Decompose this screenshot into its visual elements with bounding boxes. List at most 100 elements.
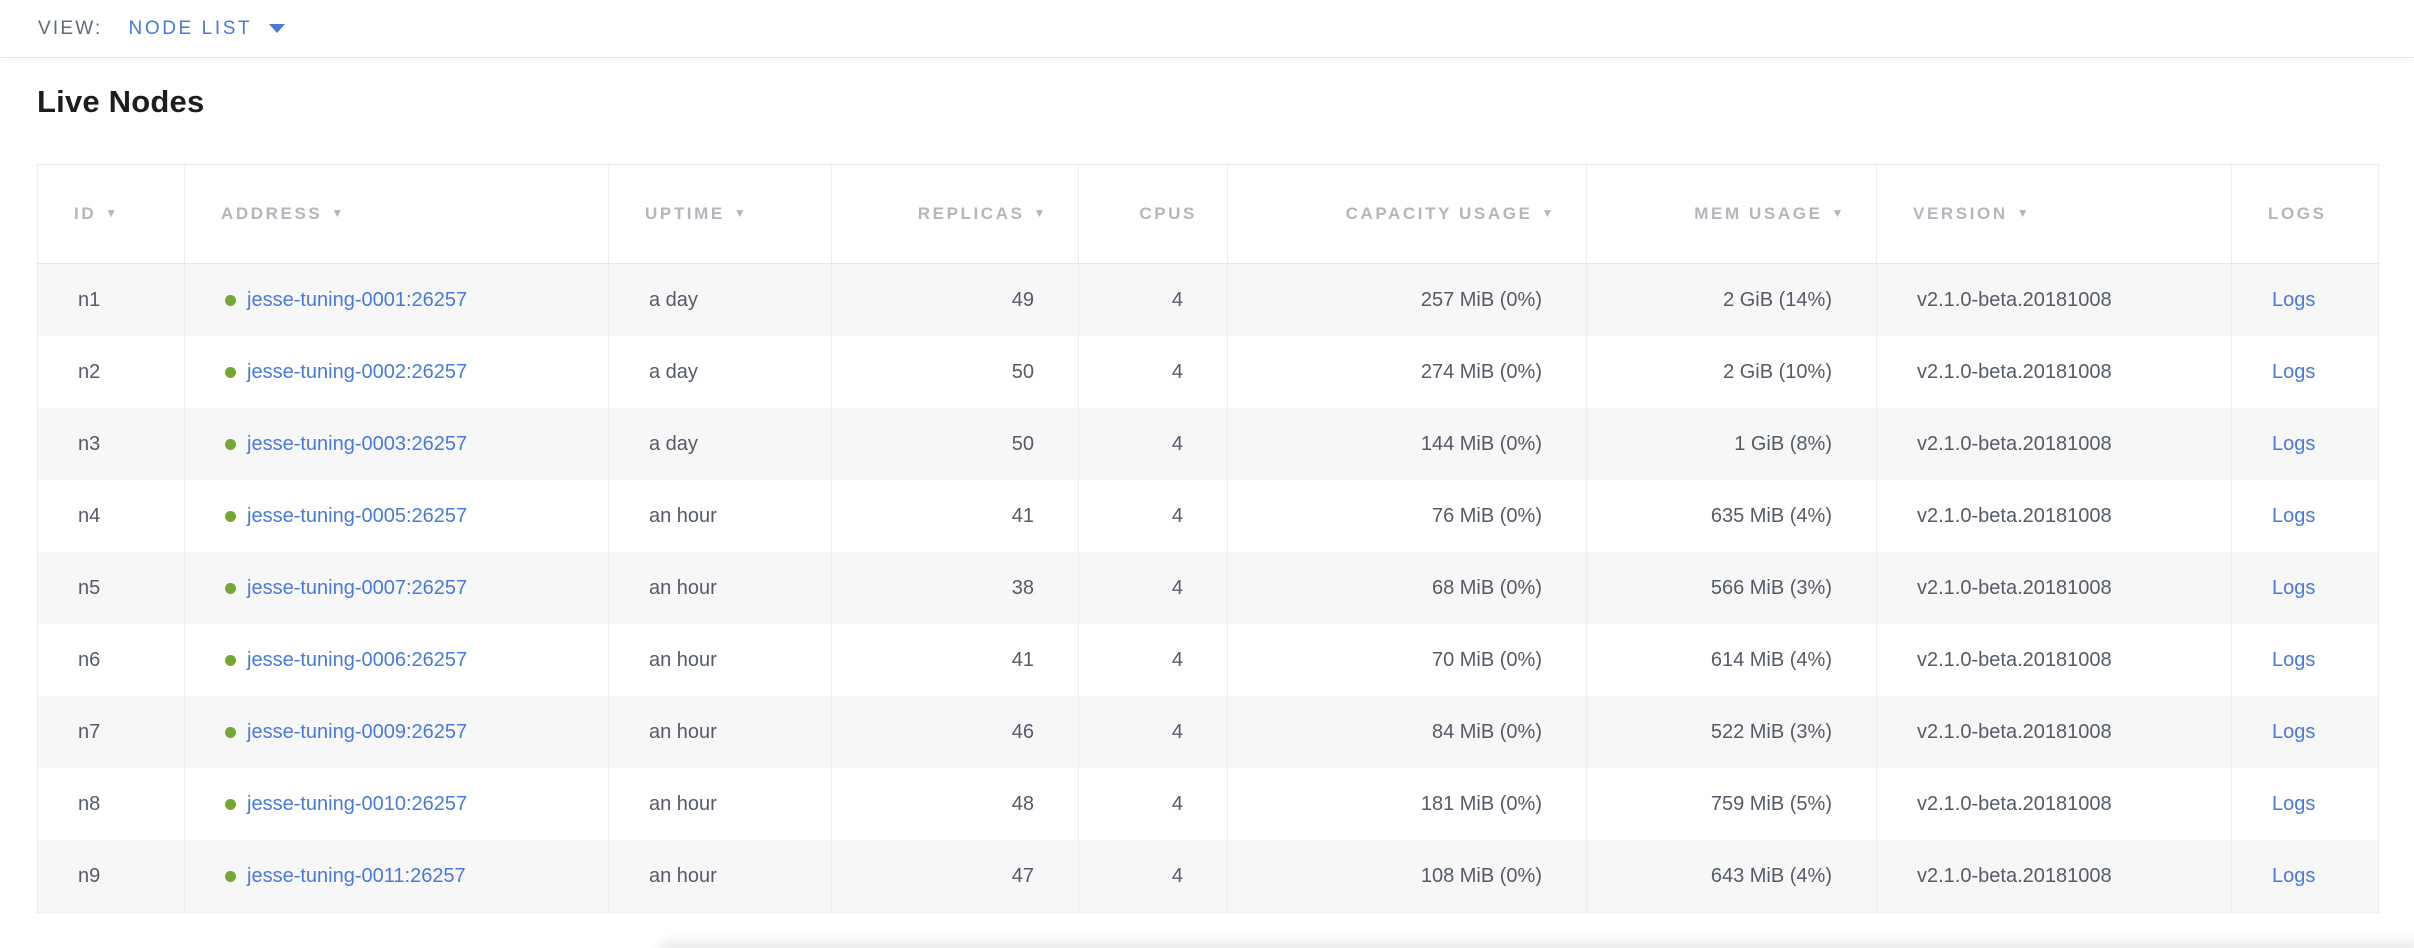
cell-replicas: 46 [832, 696, 1079, 768]
sort-descending-icon: ▼ [105, 206, 119, 220]
node-address-link[interactable]: jesse-tuning-0003:26257 [247, 433, 467, 455]
view-selector-bar: VIEW: NODE LIST [0, 0, 2414, 58]
cell-logs: Logs [2232, 768, 2379, 840]
column-header-capacity_usage[interactable]: CAPACITY USAGE▼ [1228, 164, 1587, 264]
cell-address: jesse-tuning-0007:26257 [185, 552, 609, 624]
node-address-link[interactable]: jesse-tuning-0007:26257 [247, 577, 467, 599]
column-header-replicas[interactable]: REPLICAS▼ [832, 164, 1079, 264]
cell-logs: Logs [2232, 624, 2379, 696]
cell-mem_usage: 635 MiB (4%) [1587, 480, 1877, 552]
live-nodes-table: ID▼ADDRESS▼UPTIME▼REPLICAS▼CPUSCAPACITY … [37, 164, 2379, 913]
cell-uptime: an hour [609, 696, 832, 768]
table-body: n1jesse-tuning-0001:26257a day494257 MiB… [37, 264, 2379, 913]
cell-version: v2.1.0-beta.20181008 [1877, 336, 2232, 408]
cell-replicas: 49 [832, 264, 1079, 336]
cell-address: jesse-tuning-0011:26257 [185, 840, 609, 913]
cell-id: n6 [37, 624, 185, 696]
table-row: n5jesse-tuning-0007:26257an hour38468 Mi… [37, 552, 2379, 624]
cell-uptime: an hour [609, 624, 832, 696]
cell-version: v2.1.0-beta.20181008 [1877, 264, 2232, 336]
cell-address: jesse-tuning-0005:26257 [185, 480, 609, 552]
cell-cpus: 4 [1079, 408, 1228, 480]
node-address-link[interactable]: jesse-tuning-0010:26257 [247, 793, 467, 815]
node-logs-link[interactable]: Logs [2272, 865, 2315, 887]
node-logs-link[interactable]: Logs [2272, 577, 2315, 599]
cell-mem_usage: 643 MiB (4%) [1587, 840, 1877, 913]
column-header-mem_usage[interactable]: MEM USAGE▼ [1587, 164, 1877, 264]
cell-version: v2.1.0-beta.20181008 [1877, 696, 2232, 768]
cell-address: jesse-tuning-0006:26257 [185, 624, 609, 696]
cell-replicas: 47 [832, 840, 1079, 913]
node-logs-link[interactable]: Logs [2272, 433, 2315, 455]
view-dropdown-value[interactable]: NODE LIST [129, 18, 253, 40]
cell-replicas: 50 [832, 336, 1079, 408]
node-address-link[interactable]: jesse-tuning-0001:26257 [247, 289, 467, 311]
node-address-link[interactable]: jesse-tuning-0009:26257 [247, 721, 467, 743]
node-logs-link[interactable]: Logs [2272, 649, 2315, 671]
cell-mem_usage: 2 GiB (14%) [1587, 264, 1877, 336]
node-address-link[interactable]: jesse-tuning-0005:26257 [247, 505, 467, 527]
cell-replicas: 41 [832, 624, 1079, 696]
cell-capacity_usage: 108 MiB (0%) [1228, 840, 1587, 913]
cell-uptime: a day [609, 336, 832, 408]
column-header-uptime[interactable]: UPTIME▼ [609, 164, 832, 264]
cell-capacity_usage: 68 MiB (0%) [1228, 552, 1587, 624]
cell-mem_usage: 614 MiB (4%) [1587, 624, 1877, 696]
node-logs-link[interactable]: Logs [2272, 505, 2315, 527]
cell-cpus: 4 [1079, 552, 1228, 624]
cell-version: v2.1.0-beta.20181008 [1877, 552, 2232, 624]
table-row: n4jesse-tuning-0005:26257an hour41476 Mi… [37, 480, 2379, 552]
table-header: ID▼ADDRESS▼UPTIME▼REPLICAS▼CPUSCAPACITY … [37, 164, 2379, 264]
cell-replicas: 48 [832, 768, 1079, 840]
cell-capacity_usage: 76 MiB (0%) [1228, 480, 1587, 552]
column-header-cpus: CPUS [1079, 164, 1228, 264]
table-row: n2 jesse-tuning-0002:26257 a day504274 MiB… [37, 336, 2379, 408]
node-logs-link[interactable]: Logs [2272, 361, 2315, 383]
column-header-address[interactable]: ADDRESS▼ [185, 164, 609, 264]
column-header-label: LOGS [2268, 204, 2327, 223]
page-title: Live Nodes [37, 58, 2414, 122]
table-row: n9jesse-tuning-0011:26257an hour474108 M… [37, 840, 2379, 913]
node-live-status-icon [225, 367, 236, 378]
cell-logs: Logs [2232, 480, 2379, 552]
cell-capacity_usage: 257 MiB (0%) [1228, 264, 1587, 336]
cell-uptime: an hour [609, 480, 832, 552]
cell-cpus: 4 [1079, 624, 1228, 696]
column-header-version[interactable]: VERSION▼ [1877, 164, 2232, 264]
column-header-label: VERSION [1913, 204, 2008, 223]
column-header-id[interactable]: ID▼ [37, 164, 185, 264]
view-dropdown[interactable]: NODE LIST [129, 18, 286, 40]
node-address-link[interactable]: jesse-tuning-0011:26257 [247, 865, 466, 887]
node-logs-link[interactable]: Logs [2272, 721, 2315, 743]
cell-capacity_usage: 84 MiB (0%) [1228, 696, 1587, 768]
cell-capacity_usage: 70 MiB (0%) [1228, 624, 1587, 696]
table-header-row: ID▼ADDRESS▼UPTIME▼REPLICAS▼CPUSCAPACITY … [37, 164, 2379, 264]
node-logs-link[interactable]: Logs [2272, 289, 2315, 311]
cell-cpus: 4 [1079, 336, 1228, 408]
sort-descending-icon: ▼ [1832, 206, 1846, 220]
node-address-link[interactable]: jesse-tuning-0006:26257 [247, 649, 467, 671]
cell-version: v2.1.0-beta.20181008 [1877, 624, 2232, 696]
cell-version: v2.1.0-beta.20181008 [1877, 480, 2232, 552]
cell-id: n2 [37, 336, 185, 408]
cell-logs: Logs [2232, 408, 2379, 480]
cell-id: n8 [37, 768, 185, 840]
cell-logs: Logs [2232, 264, 2379, 336]
cell-replicas: 50 [832, 408, 1079, 480]
node-logs-link[interactable]: Logs [2272, 793, 2315, 815]
cell-version: v2.1.0-beta.20181008 [1877, 840, 2232, 913]
cell-address: jesse-tuning-0003:26257 [185, 408, 609, 480]
node-address-link[interactable]: jesse-tuning-0002:26257 [247, 361, 467, 383]
node-live-status-icon [225, 655, 236, 666]
cell-address: jesse-tuning-0009:26257 [185, 696, 609, 768]
cell-cpus: 4 [1079, 840, 1228, 913]
cell-replicas: 41 [832, 480, 1079, 552]
cell-logs: Logs [2232, 696, 2379, 768]
cell-mem_usage: 522 MiB (3%) [1587, 696, 1877, 768]
cell-version: v2.1.0-beta.20181008 [1877, 408, 2232, 480]
cell-cpus: 4 [1079, 264, 1228, 336]
cell-uptime: a day [609, 264, 832, 336]
column-header-label: REPLICAS [918, 204, 1025, 223]
column-header-label: CAPACITY USAGE [1346, 204, 1533, 223]
cell-capacity_usage: 274 MiB (0%) [1228, 336, 1587, 408]
